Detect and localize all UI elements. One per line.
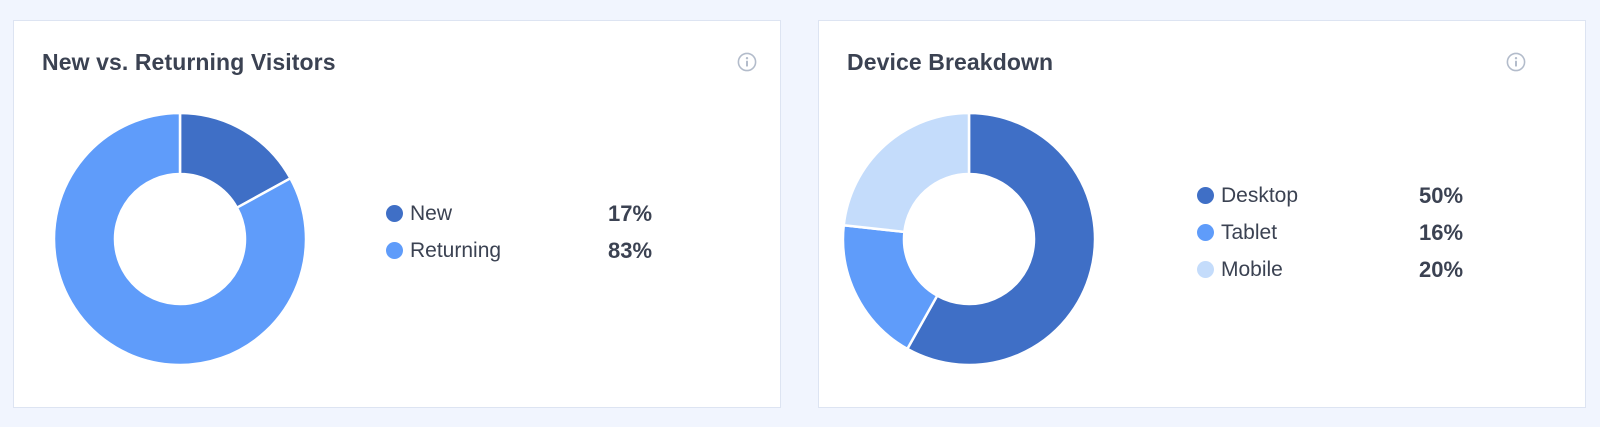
slice-returning[interactable] xyxy=(52,111,308,367)
legend-label: Returning xyxy=(410,239,502,262)
visitors-card: New vs. Returning Visitors New 17% Returni… xyxy=(13,20,781,408)
legend-label: Tablet xyxy=(1221,221,1278,244)
visitors-donut-chart xyxy=(52,111,308,367)
legend-swatch xyxy=(1197,187,1214,204)
legend-swatch xyxy=(1197,224,1214,241)
devices-donut-chart xyxy=(841,111,1097,367)
legend-label: Desktop xyxy=(1221,184,1299,207)
info-circle-icon[interactable] xyxy=(737,52,757,72)
legend-value: 83% xyxy=(608,238,653,263)
legend-swatch xyxy=(386,205,403,222)
devices-card: Device Breakdown Desktop 50% Tablet 16% Mobi… xyxy=(818,20,1586,408)
legend-swatch xyxy=(1197,261,1214,278)
info-circle-icon[interactable] xyxy=(1506,52,1526,72)
legend-swatch xyxy=(386,242,403,259)
slice-mobile[interactable] xyxy=(842,111,971,234)
legend-value: 17% xyxy=(608,201,653,226)
legend-label: New xyxy=(410,202,453,225)
card-title: Device Breakdown xyxy=(847,49,1054,75)
card-title: New vs. Returning Visitors xyxy=(42,49,336,75)
legend-value: 20% xyxy=(1419,257,1464,282)
legend-label: Mobile xyxy=(1221,258,1283,281)
legend-value: 16% xyxy=(1419,220,1464,245)
slice-desktop[interactable] xyxy=(906,111,1097,367)
legend-value: 50% xyxy=(1419,183,1464,208)
